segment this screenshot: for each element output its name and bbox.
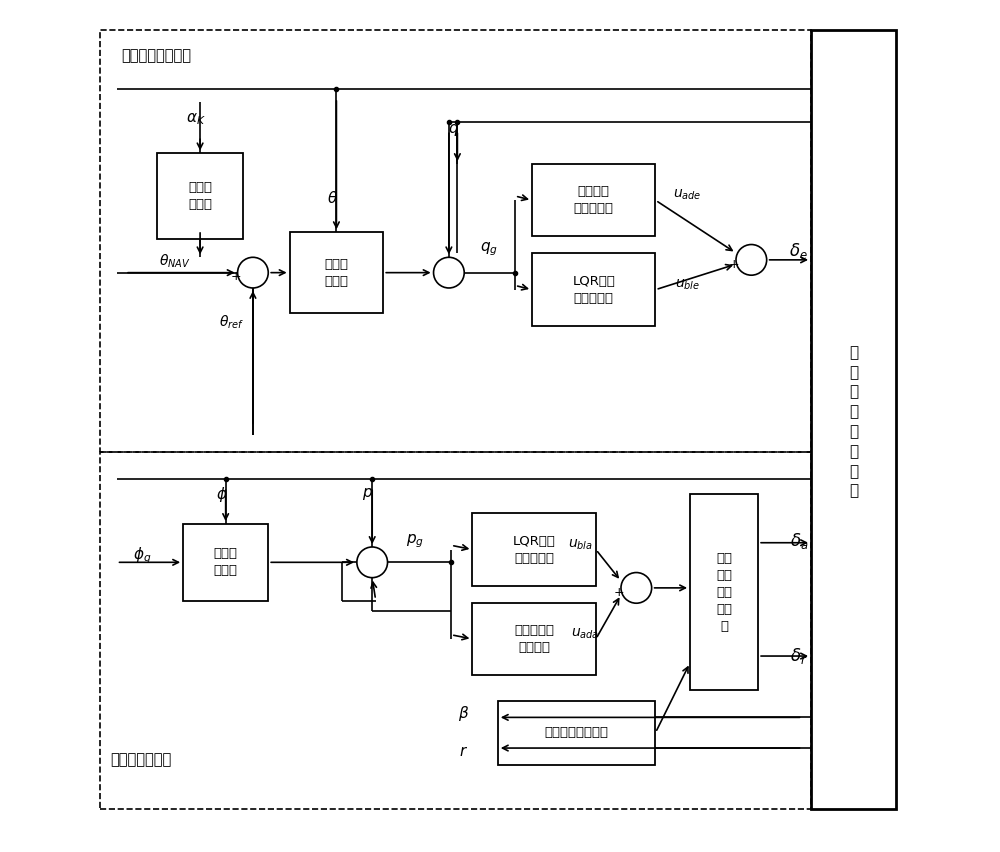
- Text: LQR最优
基准控制器: LQR最优 基准控制器: [513, 534, 556, 565]
- Text: $u_{ada}$: $u_{ada}$: [571, 627, 599, 641]
- Text: $\theta_{ref}$: $\theta_{ref}$: [219, 314, 244, 331]
- Text: +: +: [729, 257, 740, 271]
- Text: $\theta$: $\theta$: [327, 190, 338, 206]
- Text: $u_{bla}$: $u_{bla}$: [568, 538, 593, 551]
- Text: 无
人
机
解
耦
后
模
型: 无 人 机 解 耦 后 模 型: [849, 345, 858, 498]
- Text: $\delta_r$: $\delta_r$: [790, 646, 808, 666]
- Text: LQR最优
基准控制器: LQR最优 基准控制器: [572, 274, 615, 305]
- Text: 升降舵通道控制律: 升降舵通道控制律: [121, 48, 191, 63]
- Text: 滚转角
控制器: 滚转角 控制器: [214, 547, 238, 578]
- Text: $q_g$: $q_g$: [480, 240, 498, 257]
- Text: $q$: $q$: [448, 122, 459, 138]
- Text: $\delta_a$: $\delta_a$: [790, 531, 808, 551]
- Bar: [532, 164, 655, 236]
- Bar: [157, 153, 243, 239]
- Text: $p$: $p$: [362, 486, 373, 502]
- Text: 方向舵通道控制律: 方向舵通道控制律: [545, 726, 609, 740]
- Text: 模型参考自
适应控制: 模型参考自 适应控制: [514, 624, 554, 654]
- Text: $p_g$: $p_g$: [406, 532, 424, 550]
- Circle shape: [736, 245, 767, 275]
- Circle shape: [621, 573, 652, 603]
- Bar: [100, 452, 811, 809]
- Text: $r$: $r$: [459, 744, 468, 759]
- Text: +: +: [231, 270, 241, 284]
- Bar: [472, 603, 596, 675]
- Text: $\alpha_K$: $\alpha_K$: [186, 112, 206, 127]
- Text: $\theta_{NAV}$: $\theta_{NAV}$: [159, 253, 190, 270]
- Text: $\beta$: $\beta$: [458, 705, 469, 723]
- Text: 副翼通道控制律: 副翼通道控制律: [111, 752, 172, 768]
- Bar: [532, 254, 655, 325]
- Circle shape: [238, 257, 268, 288]
- Text: $\delta_e$: $\delta_e$: [789, 241, 808, 262]
- Text: 迎角保
护机制: 迎角保 护机制: [188, 181, 212, 211]
- Bar: [290, 232, 383, 313]
- Bar: [183, 524, 268, 601]
- Text: $u_{ade}$: $u_{ade}$: [673, 188, 702, 202]
- Text: $u_{ble}$: $u_{ble}$: [675, 278, 700, 291]
- Text: 俯仰角
控制器: 俯仰角 控制器: [324, 257, 348, 288]
- Bar: [472, 513, 596, 586]
- Bar: [690, 494, 758, 690]
- Bar: [811, 30, 896, 809]
- Circle shape: [434, 257, 464, 288]
- Circle shape: [357, 547, 388, 578]
- Bar: [100, 30, 811, 452]
- Text: +: +: [614, 585, 625, 599]
- Text: $\phi$: $\phi$: [216, 485, 227, 504]
- Bar: [498, 700, 655, 765]
- Text: 模型参考
自适应控制: 模型参考 自适应控制: [574, 185, 614, 216]
- Text: 横侧
向协
调增
稳控
制: 横侧 向协 调增 稳控 制: [716, 551, 732, 633]
- Text: $\phi_g$: $\phi_g$: [133, 545, 151, 566]
